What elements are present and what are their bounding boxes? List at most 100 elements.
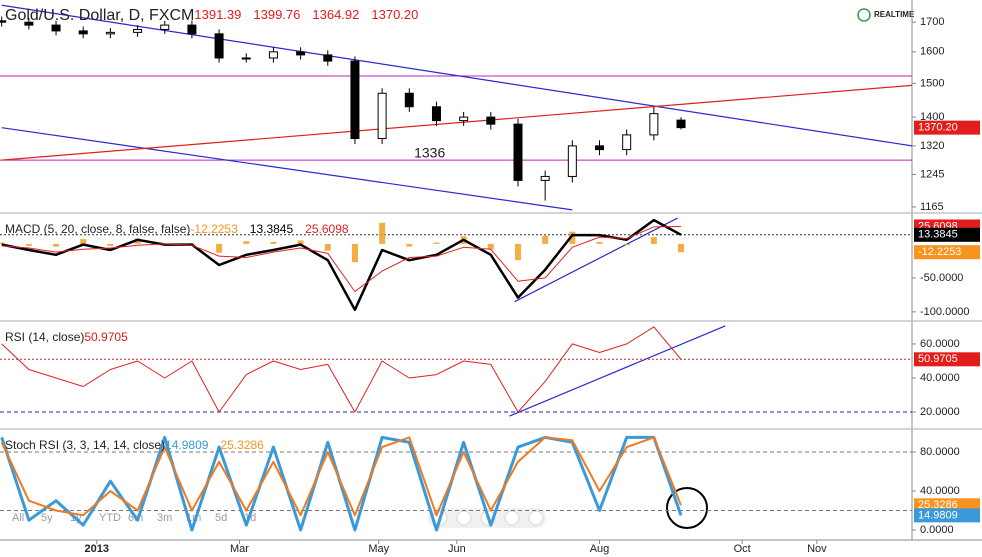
candle-body (78, 30, 88, 35)
trend-line (509, 325, 726, 417)
legend-value: 1399.76 (253, 7, 300, 22)
legend-value: 14.9809 (165, 438, 209, 452)
range-button[interactable]: All (12, 512, 24, 524)
plot-area (0, 217, 912, 312)
candle-body (0, 20, 7, 23)
series-line (1, 226, 682, 292)
range-button[interactable]: 5y (41, 512, 53, 524)
histogram-bar (650, 237, 657, 244)
histogram-bar (324, 243, 331, 251)
price-tag (914, 352, 980, 367)
price-tag-label: 25.3286 (918, 499, 958, 511)
price-tag (914, 227, 980, 242)
histogram-bar (0, 242, 5, 244)
histogram-bar (514, 243, 521, 261)
candle-body (268, 51, 278, 59)
panel-title: RSI (14, close) (5, 330, 84, 344)
range-button[interactable]: 5d (215, 512, 227, 524)
x-tick-label: Oct (734, 543, 751, 555)
x-tick-label: May (368, 543, 389, 555)
histogram-bar (297, 240, 304, 244)
panel-title: Gold/U.S. Dollar, D, FXCM (5, 7, 194, 24)
zoom-out[interactable] (456, 510, 472, 526)
price-tag (914, 245, 980, 260)
candle-body (622, 134, 632, 151)
y-tick-label: 1165 (920, 201, 944, 213)
annotation: 1336 (414, 145, 445, 161)
plot-area (0, 325, 912, 417)
candle-body (567, 145, 577, 177)
y-tick-label: 1320 (920, 140, 944, 152)
candle-body (24, 21, 34, 26)
range-button[interactable]: YTD (99, 512, 121, 524)
trend-line (1, 127, 573, 211)
y-tick-label: 20.0000 (920, 406, 960, 418)
histogram-bar (678, 243, 685, 253)
y-tick-label: 80.0000 (920, 446, 960, 458)
panel: 1336 1700 1600 1500 1400 1320 1245 1165 Gold/U.S… (0, 4, 980, 213)
price-tag-label: -12.2253 (918, 246, 961, 258)
histogram-bar (406, 243, 413, 247)
panel-title: Stoch RSI (3, 3, 14, 14, close) (5, 438, 165, 452)
histogram-bar (243, 241, 250, 244)
y-tick-label: -50.0000 (920, 272, 963, 284)
range-button[interactable]: 3m (157, 512, 172, 524)
candle-body (241, 57, 251, 60)
candle-body (513, 123, 523, 181)
trend-line (514, 217, 678, 303)
x-tick-label: Nov (807, 543, 827, 555)
histogram-bar (487, 243, 494, 250)
y-tick-label: 0.0000 (920, 524, 954, 536)
y-tick-label: -100.0000 (920, 306, 970, 318)
candle-body (296, 51, 306, 56)
histogram-bar (569, 231, 576, 244)
plot-area (0, 435, 912, 532)
panel-title: MACD (5, 20, close, 8, false, false) (5, 222, 190, 236)
histogram-bar (596, 241, 603, 244)
panel-legend: Gold/U.S. Dollar, D, FXCM1391.39 1399.76 1… (5, 7, 418, 24)
candle-body (51, 24, 61, 32)
series-line (0, 436, 682, 517)
histogram-bar (379, 222, 386, 244)
histogram-bar (134, 238, 141, 244)
zoom-in[interactable] (504, 510, 520, 526)
candle-body (160, 24, 170, 30)
realtime-badge[interactable]: REALTIME (857, 8, 915, 22)
panel: 80.0000 40.0000 0.0000 Stoch RSI (3, 3, 14,… (0, 435, 980, 536)
histogram-bar (25, 243, 32, 246)
plot-area: 1336 (0, 4, 912, 211)
candle-body (105, 31, 115, 35)
candle-body (350, 60, 360, 140)
candle-body (676, 119, 686, 129)
price-tag-label: 14.9809 (918, 509, 958, 521)
y-tick-label: 40.0000 (920, 372, 960, 384)
x-tick-label: Aug (590, 543, 610, 555)
candle-body (431, 106, 441, 122)
price-tag-label: 1370.20 (918, 122, 958, 134)
x-tick-label: Jun (448, 543, 466, 555)
legend-value: 25.6098 (305, 222, 349, 236)
scroll-right[interactable] (528, 510, 544, 526)
price-tag (914, 508, 980, 523)
histogram-bar (623, 243, 630, 246)
y-tick-label: 1400 (920, 111, 944, 123)
x-tick-label: 2013 (85, 543, 109, 555)
histogram-bar (270, 241, 277, 244)
x-tick-label: Mar (230, 543, 249, 555)
candle-body (540, 175, 550, 181)
histogram-bar (542, 235, 549, 244)
y-tick-label: 1500 (920, 77, 944, 89)
candle-body (649, 113, 659, 136)
legend-value: -12.2253 (190, 222, 238, 236)
price-tag (914, 120, 980, 135)
panel: -50.0000 -100.0000 MACD (5, 20, close, 8, … (0, 217, 980, 318)
histogram-bar (216, 243, 223, 253)
histogram-bar (107, 243, 114, 246)
histogram-bar (80, 239, 87, 244)
panel-legend: MACD (5, 20, close, 8, false, false)-12.… (5, 222, 349, 236)
legend-value: 13.3845 (250, 222, 294, 236)
candle-body (187, 24, 197, 35)
